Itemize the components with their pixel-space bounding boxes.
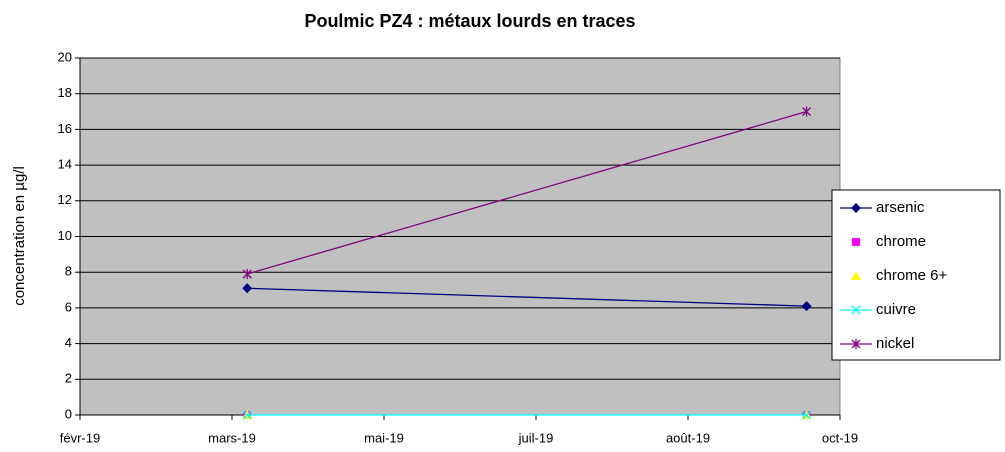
marker: [242, 268, 252, 279]
y-tick-label: 20: [58, 49, 72, 64]
y-tick-label: 4: [65, 335, 72, 350]
marker: [852, 238, 860, 246]
marker: [851, 203, 861, 213]
legend-label: cuivre: [876, 301, 916, 318]
y-tick-label: 16: [58, 121, 72, 136]
series-line: [247, 110, 807, 275]
x-tick-label: mai-19: [364, 430, 404, 445]
y-tick-label: 12: [58, 192, 72, 207]
marker: [242, 410, 252, 420]
chart-title: Poulmic PZ4 : métaux lourds en traces: [304, 11, 635, 31]
marker: [851, 305, 861, 315]
series-line: [247, 287, 807, 307]
marker: [851, 271, 861, 280]
y-tick-label: 14: [58, 157, 72, 172]
y-tick-label: 0: [65, 406, 72, 421]
marker: [802, 106, 812, 117]
legend-label: chrome 6+: [876, 267, 948, 284]
y-tick-label: 2: [65, 371, 72, 386]
x-tick-label: févr-19: [60, 430, 100, 445]
y-tick-label: 18: [58, 85, 72, 100]
y-tick-label: 8: [65, 264, 72, 279]
y-axis-label: concentration en µg/l: [11, 166, 28, 306]
y-tick-label: 10: [58, 228, 72, 243]
marker: [242, 283, 253, 294]
marker: [801, 301, 812, 312]
x-tick-label: oct-19: [822, 430, 858, 445]
marker: [802, 410, 812, 420]
x-tick-label: juil-19: [518, 430, 554, 445]
legend-label: arsenic: [876, 199, 925, 216]
x-tick-label: août-19: [666, 430, 710, 445]
legend-box: [831, 189, 1001, 361]
marker: [851, 339, 861, 349]
y-tick-label: 6: [65, 299, 72, 314]
legend-label: nickel: [876, 335, 914, 352]
x-tick-label: mars-19: [208, 430, 256, 445]
legend-label: chrome: [876, 233, 926, 250]
